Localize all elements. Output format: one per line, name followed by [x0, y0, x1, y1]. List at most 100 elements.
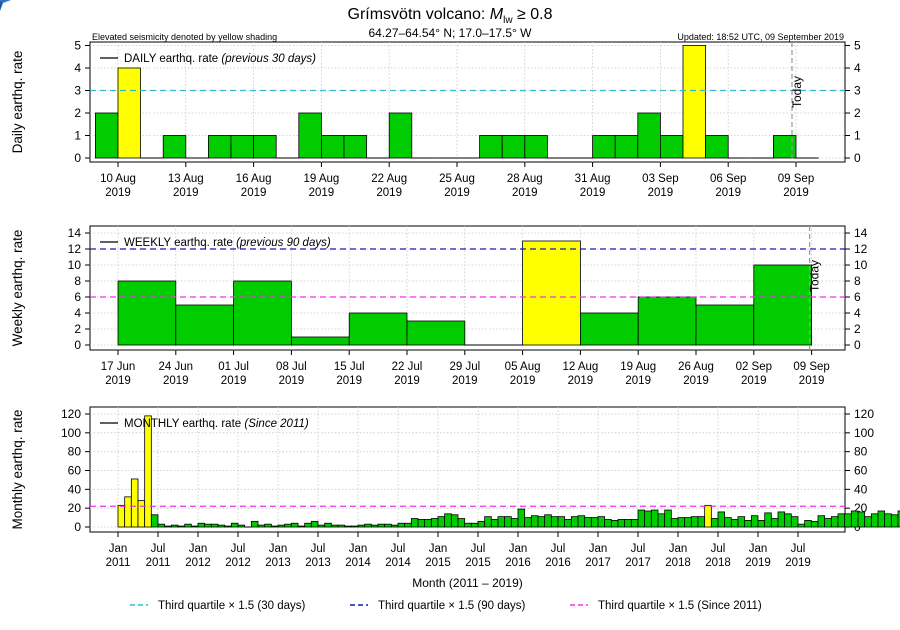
- monthly-bar: [730, 519, 739, 528]
- daily-xtick-year: 2019: [376, 187, 402, 199]
- monthly-xtick-label: Jan: [429, 543, 448, 555]
- monthly-bar: [284, 523, 292, 528]
- monthly-xtick-year: 2017: [585, 557, 611, 569]
- monthly-bar: [677, 517, 686, 528]
- monthly-bar: [737, 516, 746, 528]
- daily-xtick-year: 2019: [241, 187, 267, 199]
- monthly-bar: [804, 520, 812, 528]
- monthly-bar: [837, 513, 846, 528]
- daily-bar: [592, 135, 616, 159]
- monthly-xtick-label: Jul: [311, 543, 326, 555]
- weekly-ytick-label-left: 2: [74, 322, 81, 336]
- daily-xtick-label: 28 Aug: [507, 173, 543, 185]
- monthly-ylabel: Monthly earthq. rate: [10, 409, 25, 529]
- monthly-bar: [670, 518, 679, 528]
- weekly-xtick-year: 2019: [625, 375, 651, 387]
- monthly-xtick-year: 2016: [545, 557, 571, 569]
- title-magnitude-symbol: M: [489, 6, 504, 23]
- monthly-xtick-label: Jan: [109, 543, 128, 555]
- monthly-xtick-year: 2012: [185, 557, 211, 569]
- monthly-bar: [597, 516, 606, 528]
- daily-bar: [343, 135, 368, 159]
- daily-xtick-year: 2019: [512, 187, 538, 199]
- weekly-xtick-year: 2019: [336, 375, 362, 387]
- title-suffix: ≥ 0.8: [512, 6, 553, 23]
- monthly-bar: [390, 524, 399, 528]
- title-prefix: Grímsvötn volcano:: [347, 6, 490, 23]
- weekly-bar: [580, 312, 639, 346]
- monthly-ytick-label-left: 60: [68, 464, 82, 478]
- monthly-bar: [650, 509, 659, 528]
- monthly-bar: [770, 518, 779, 528]
- monthly-bar: [664, 509, 672, 528]
- weekly-xtick-year: 2019: [163, 375, 189, 387]
- monthly-bar: [184, 523, 192, 528]
- chart-subtitle: 64.27–64.54° N; 17.0–17.5° W: [368, 26, 532, 40]
- monthly-xtick-label: Jul: [471, 543, 486, 555]
- monthly-bar: [124, 496, 132, 528]
- monthly-bar: [450, 514, 459, 528]
- weekly-xtick-label: 15 Jul: [334, 361, 365, 373]
- daily-xtick-label: 10 Aug: [100, 173, 136, 185]
- weekly-bar: [637, 296, 697, 346]
- monthly-bar: [724, 517, 732, 528]
- weekly-ytick-label-left: 12: [68, 242, 82, 256]
- weekly-xtick-label: 01 Jul: [218, 361, 249, 373]
- monthly-bar: [890, 514, 899, 528]
- weekly-bar: [117, 280, 177, 346]
- monthly-ytick-label-left: 100: [61, 426, 81, 440]
- daily-xtick-label: 06 Sep: [710, 173, 746, 185]
- monthly-bar: [784, 513, 792, 528]
- weekly-xtick-label: 19 Aug: [620, 361, 656, 373]
- monthly-xtick-year: 2015: [465, 557, 491, 569]
- monthly-bar: [817, 515, 826, 528]
- daily-xtick-year: 2019: [580, 187, 606, 199]
- monthly-bar: [377, 523, 386, 528]
- monthly-xtick-year: 2013: [265, 557, 291, 569]
- monthly-bar: [584, 517, 592, 528]
- daily-bar: [207, 135, 232, 159]
- monthly-bar: [297, 525, 306, 528]
- monthly-bar: [144, 415, 152, 528]
- daily-xtick-label: 03 Sep: [642, 173, 678, 185]
- weekly-xtick-label: 17 Jun: [101, 361, 136, 373]
- monthly-bar: [824, 518, 832, 528]
- weekly-xtick-label: 09 Sep: [793, 361, 829, 373]
- monthly-xtick-year: 2014: [385, 557, 411, 569]
- weekly-ylabel: Weekly earthq. rate: [10, 230, 25, 347]
- elevated-note: Elevated seismicity denoted by yellow sh…: [92, 32, 278, 42]
- weekly-xtick-label: 29 Jul: [449, 361, 480, 373]
- daily-bar: [388, 112, 413, 159]
- monthly-bar: [744, 520, 752, 528]
- monthly-xtick-year: 2017: [625, 557, 651, 569]
- weekly-ytick-label-left: 6: [74, 290, 81, 304]
- daily-ytick-label-right: 0: [854, 151, 861, 165]
- weekly-bar: [348, 312, 408, 346]
- monthly-bar: [417, 519, 426, 528]
- monthly-bar: [877, 510, 886, 528]
- monthly-bar: [684, 517, 692, 528]
- monthly-ytick-label-right: 80: [854, 445, 868, 459]
- daily-bar: [320, 135, 345, 159]
- daily-xtick-label: 13 Aug: [168, 173, 204, 185]
- monthly-bar: [790, 516, 799, 528]
- monthly-bar: [797, 523, 806, 528]
- daily-bar: [682, 45, 707, 159]
- monthly-bar: [137, 500, 146, 528]
- monthly-ytick-label-right: 100: [854, 426, 874, 440]
- daily-ytick-label-left: 5: [74, 39, 81, 53]
- monthly-xtick-year: 2015: [425, 557, 451, 569]
- monthly-legend-italic: (Since 2011): [244, 418, 309, 430]
- weekly-xtick-label: 22 Jul: [392, 361, 423, 373]
- weekly-ytick-label-right: 12: [854, 242, 868, 256]
- weekly-xtick-year: 2019: [683, 375, 709, 387]
- daily-bar: [253, 135, 277, 159]
- monthly-xtick-label: Jan: [589, 543, 608, 555]
- monthly-bar: [717, 511, 726, 528]
- weekly-ytick-label-right: 2: [854, 322, 861, 336]
- monthly-bar: [857, 511, 866, 528]
- monthly-xtick-year: 2011: [106, 557, 131, 569]
- logo-petal: [0, 0, 11, 3]
- monthly-bar: [164, 525, 172, 528]
- monthly-bar: [884, 513, 892, 528]
